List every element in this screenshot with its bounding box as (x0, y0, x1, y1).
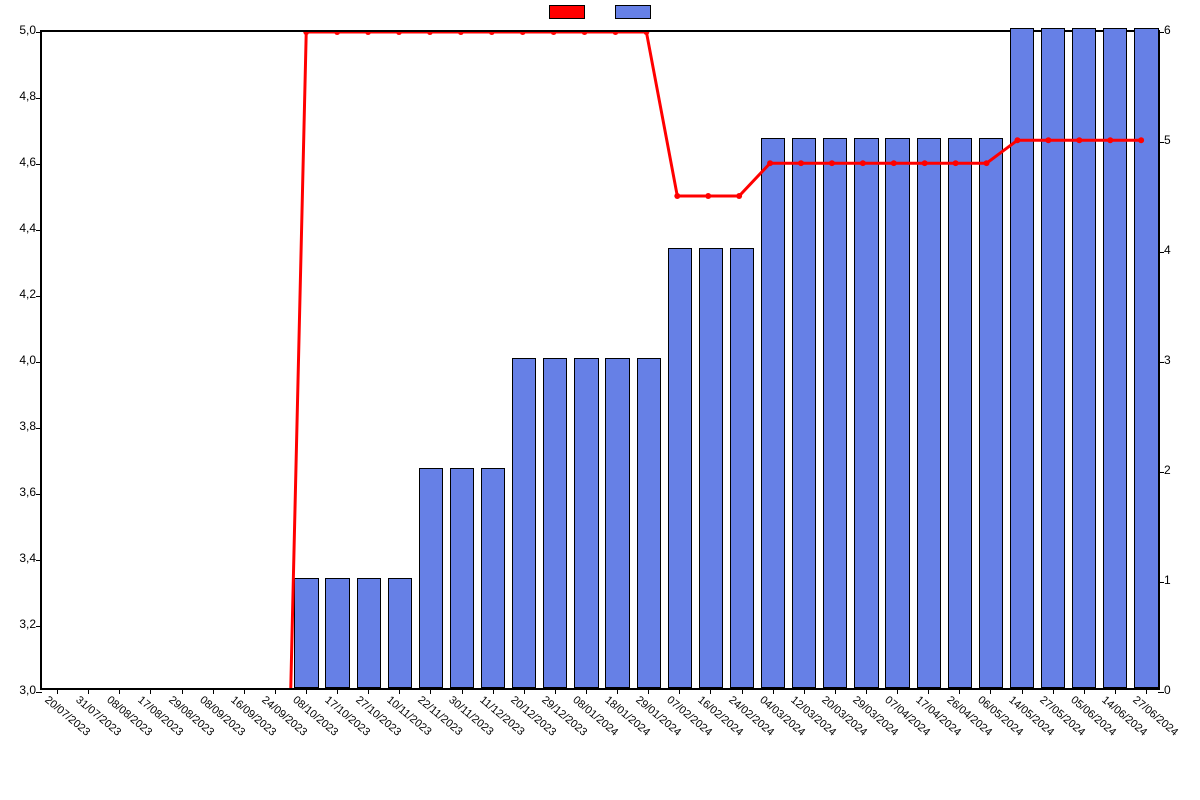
y-right-tick-label: 2 (1164, 463, 1200, 477)
bar (294, 578, 318, 688)
y-right-tick-label: 5 (1164, 133, 1200, 147)
y-right-tick-label: 0 (1164, 683, 1200, 697)
legend-swatch-bar (615, 5, 651, 19)
bar (1010, 28, 1034, 688)
y-left-tick-mark (36, 296, 42, 297)
y-right-tick-label: 1 (1164, 573, 1200, 587)
y-right-tick-mark (1158, 582, 1164, 583)
x-axis: 20/07/202331/07/202308/08/202317/08/2023… (40, 692, 1160, 800)
bar (668, 248, 692, 688)
y-right-tick-mark (1158, 362, 1164, 363)
legend-item-line (549, 5, 585, 19)
y-left-tick-label: 3,6 (0, 485, 36, 499)
bar (325, 578, 349, 688)
y-left-tick-label: 5,0 (0, 23, 36, 37)
bar (917, 138, 941, 688)
bar (481, 468, 505, 688)
bar (823, 138, 847, 688)
bar (1041, 28, 1065, 688)
bar (419, 468, 443, 688)
y-left-tick-mark (36, 98, 42, 99)
y-left-tick-label: 4,0 (0, 353, 36, 367)
y-left-tick-mark (36, 32, 42, 33)
line-marker (365, 32, 371, 35)
y-left-tick-mark (36, 626, 42, 627)
y-axis-right: 0123456 (1162, 30, 1200, 690)
y-left-tick-label: 3,8 (0, 419, 36, 433)
bar (543, 358, 567, 688)
line-marker (427, 32, 433, 35)
line-marker (705, 193, 711, 199)
line-marker (612, 32, 618, 35)
y-left-tick-mark (36, 164, 42, 165)
y-left-tick-mark (36, 428, 42, 429)
line-marker (489, 32, 495, 35)
bar (1103, 28, 1127, 688)
bar (730, 248, 754, 688)
y-left-tick-label: 3,0 (0, 683, 36, 697)
y-left-tick-mark (36, 230, 42, 231)
bar (885, 138, 909, 688)
bar (948, 138, 972, 688)
y-right-tick-mark (1158, 472, 1164, 473)
bar (605, 358, 629, 688)
line-marker (520, 32, 526, 35)
y-left-tick-label: 4,2 (0, 287, 36, 301)
line-marker (396, 32, 402, 35)
plot-area (40, 30, 1160, 690)
bar (574, 358, 598, 688)
bar (792, 138, 816, 688)
y-right-tick-mark (1158, 32, 1164, 33)
y-right-tick-mark (1158, 142, 1164, 143)
bar (512, 358, 536, 688)
bar (357, 578, 381, 688)
y-left-tick-label: 4,6 (0, 155, 36, 169)
bar (761, 138, 785, 688)
y-left-tick-mark (36, 494, 42, 495)
line-marker (334, 32, 340, 35)
y-right-tick-label: 6 (1164, 23, 1200, 37)
y-left-tick-label: 4,4 (0, 221, 36, 235)
legend-swatch-line (549, 5, 585, 19)
y-left-tick-mark (36, 362, 42, 363)
line-marker (736, 193, 742, 199)
y-axis-left: 3,03,23,43,63,84,04,24,44,64,85,0 (0, 30, 38, 690)
line-marker (303, 32, 309, 35)
bar (450, 468, 474, 688)
bar (1134, 28, 1158, 688)
line-marker (674, 193, 680, 199)
y-left-tick-label: 3,2 (0, 617, 36, 631)
line-marker (458, 32, 464, 35)
bar (637, 358, 661, 688)
y-left-tick-mark (36, 560, 42, 561)
y-left-tick-label: 4,8 (0, 89, 36, 103)
bar (699, 248, 723, 688)
bar (854, 138, 878, 688)
legend-item-bar (615, 5, 651, 19)
y-left-tick-label: 3,4 (0, 551, 36, 565)
line-marker (551, 32, 557, 35)
y-right-tick-mark (1158, 252, 1164, 253)
line-marker (643, 32, 649, 35)
bar (979, 138, 1003, 688)
y-right-tick-label: 3 (1164, 353, 1200, 367)
y-right-tick-label: 4 (1164, 243, 1200, 257)
bar (388, 578, 412, 688)
legend (549, 5, 651, 19)
line-marker (582, 32, 588, 35)
chart-container: 3,0 3,2 3,4 3,6 3,8 4,0 4,2 4,4 4,6 4,8 5,0 0 1 2 3 4 5… (0, 0, 1200, 800)
bar (1072, 28, 1096, 688)
